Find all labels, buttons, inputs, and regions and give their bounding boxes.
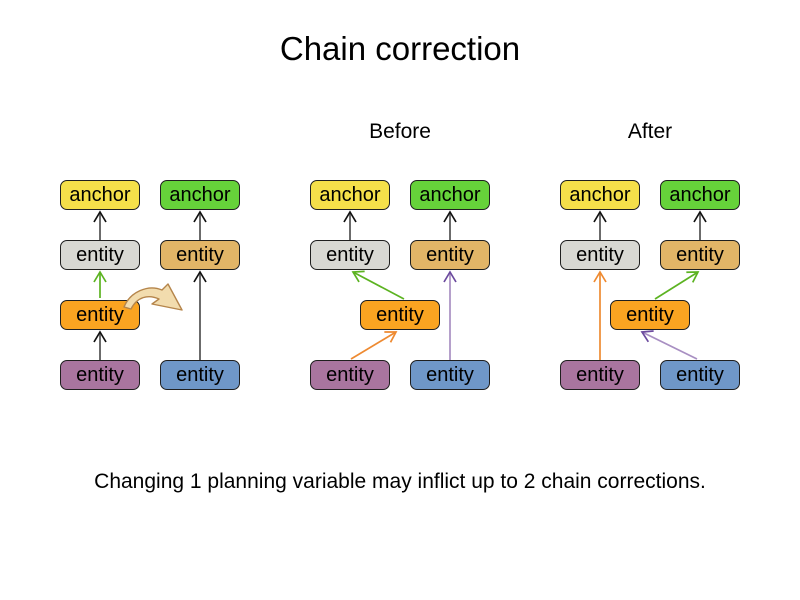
before-entity-orange: entity bbox=[360, 300, 440, 330]
after-entity-gray: entity bbox=[560, 240, 640, 270]
after-entity-orange: entity bbox=[610, 300, 690, 330]
after-anchor-yellow: anchor bbox=[560, 180, 640, 210]
before-anchor-yellow: anchor bbox=[310, 180, 390, 210]
before-arrow-orange-to-gray bbox=[351, 270, 405, 300]
initial-anchor-green: anchor bbox=[160, 180, 240, 210]
before-entity-tan: entity bbox=[410, 240, 490, 270]
after-entity-blue: entity bbox=[660, 360, 740, 390]
after-arrow-blue-to-orange bbox=[640, 330, 698, 360]
after-anchor-green: anchor bbox=[660, 180, 740, 210]
group-label-before: Before bbox=[369, 120, 431, 143]
after-arrow-orange-to-tan bbox=[654, 271, 700, 300]
caption-text: Changing 1 planning variable may inflict… bbox=[94, 470, 706, 493]
initial-entity-gray: entity bbox=[60, 240, 140, 270]
before-entity-gray: entity bbox=[310, 240, 390, 270]
group-label-after: After bbox=[627, 120, 673, 143]
before-arrow-purple-to-orange bbox=[350, 331, 398, 360]
initial-entity-orange: entity bbox=[60, 300, 140, 330]
initial-entity-tan: entity bbox=[160, 240, 240, 270]
before-entity-blue: entity bbox=[410, 360, 490, 390]
page-title: Chain correction bbox=[279, 30, 521, 67]
before-entity-purple: entity bbox=[310, 360, 390, 390]
initial-entity-blue: entity bbox=[160, 360, 240, 390]
initial-entity-purple: entity bbox=[60, 360, 140, 390]
after-entity-purple: entity bbox=[560, 360, 640, 390]
after-entity-tan: entity bbox=[660, 240, 740, 270]
before-anchor-green: anchor bbox=[410, 180, 490, 210]
initial-anchor-yellow: anchor bbox=[60, 180, 140, 210]
